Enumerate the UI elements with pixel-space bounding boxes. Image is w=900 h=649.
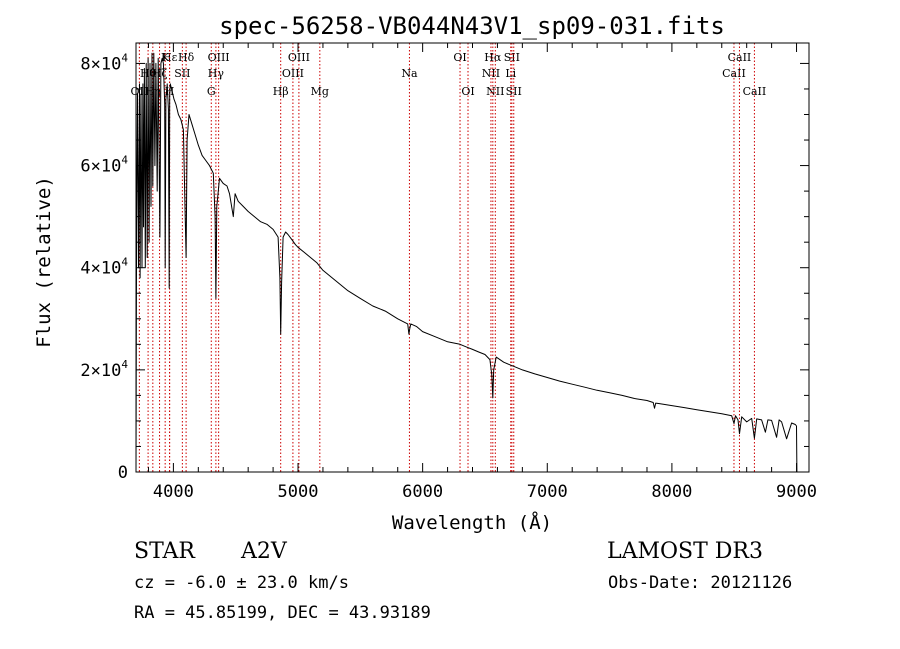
coordinates: RA = 45.85199, DEC = 43.93189 bbox=[134, 603, 431, 623]
y-tick-exponent: 4 bbox=[121, 51, 128, 64]
x-tick-labels: 4000 5000 6000 7000 8000 9000 bbox=[153, 482, 817, 502]
x-tick-label: 5000 bbox=[278, 482, 319, 502]
x-tick-label: 9000 bbox=[776, 482, 817, 502]
line-marker-label: Na bbox=[401, 67, 418, 80]
y-tick-mantissa: 6×10 bbox=[80, 157, 121, 177]
x-tick-label: 4000 bbox=[153, 482, 194, 502]
y-tick-mantissa: 2×10 bbox=[80, 361, 121, 381]
line-marker-label: OIII bbox=[288, 51, 310, 64]
survey-name: LAMOST DR3 bbox=[607, 539, 763, 564]
chart-title: spec-56258-VB044N43V1_sp09-031.fits bbox=[219, 12, 725, 40]
line-marker-label: NII bbox=[486, 85, 504, 98]
y-tick-mantissa: 0 bbox=[118, 463, 128, 483]
x-tick-label: 7000 bbox=[527, 482, 568, 502]
y-tick-exponent: 4 bbox=[121, 256, 128, 269]
y-tick-label: 6×104 bbox=[80, 154, 128, 177]
line-marker-label: CaII bbox=[728, 51, 752, 64]
line-markers: OIIHηHθHζHεKHSIIHδGHγOIIIHβOIIIOIIIMgNaO… bbox=[131, 43, 767, 472]
line-marker-label: Hγ bbox=[208, 67, 225, 80]
line-marker-label: Hδ bbox=[178, 51, 195, 64]
line-marker-label: OI bbox=[461, 85, 474, 98]
x-axis-label: Wavelength (Å) bbox=[392, 511, 552, 534]
x-tick-label: 6000 bbox=[402, 482, 443, 502]
line-marker-label: CaII bbox=[743, 85, 767, 98]
line-marker-label: CaII bbox=[722, 67, 746, 80]
line-marker-label: OIII bbox=[208, 51, 230, 64]
line-marker-label: G bbox=[207, 85, 216, 98]
line-marker-label: Mg bbox=[311, 85, 329, 98]
line-marker-label: K bbox=[161, 51, 170, 64]
line-marker-label: SII bbox=[506, 85, 522, 98]
x-tick-label: 8000 bbox=[651, 482, 692, 502]
line-marker-label: NII bbox=[482, 67, 500, 80]
y-tick-exponent: 4 bbox=[121, 154, 128, 167]
y-tick-label: 4×104 bbox=[80, 256, 128, 279]
spectrum-line bbox=[135, 52, 798, 473]
obs-date: Obs-Date: 20121126 bbox=[608, 573, 793, 593]
y-axis-label: Flux (relative) bbox=[33, 176, 55, 348]
subclass: A2V bbox=[241, 539, 287, 564]
line-marker-label: OIII bbox=[282, 67, 304, 80]
line-marker-label: SII bbox=[174, 67, 190, 80]
y-tick-label: 2×104 bbox=[80, 358, 128, 381]
line-marker-label: Hα bbox=[484, 51, 502, 64]
line-marker-label: SII bbox=[504, 51, 520, 64]
object-class: STAR bbox=[134, 539, 195, 564]
y-tick-label: 8×104 bbox=[80, 51, 128, 74]
line-marker-label: OI bbox=[453, 51, 466, 64]
redshift-info: cz = -6.0 ± 23.0 km/s bbox=[134, 573, 349, 593]
axis-ticks bbox=[136, 43, 809, 473]
y-tick-exponent: 4 bbox=[121, 358, 128, 371]
line-marker-label: Hβ bbox=[273, 85, 289, 98]
y-tick-mantissa: 8×10 bbox=[80, 54, 121, 74]
y-tick-label: 0 bbox=[118, 463, 128, 483]
line-marker-label: Li bbox=[505, 67, 516, 80]
y-tick-mantissa: 4×10 bbox=[80, 259, 121, 279]
plot-frame bbox=[135, 42, 810, 473]
